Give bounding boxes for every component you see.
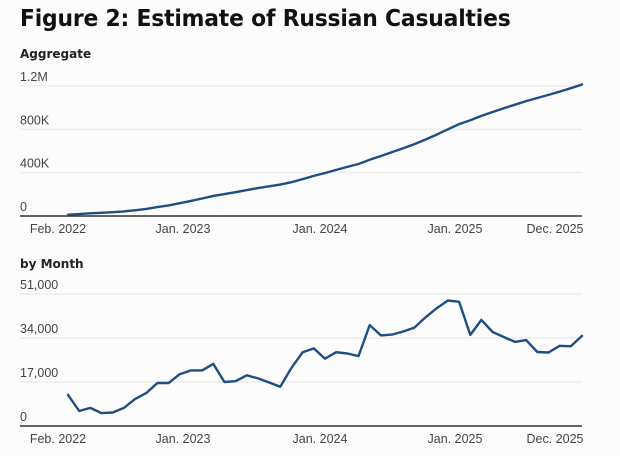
monthly-xtick-label: Dec. 2025 — [527, 432, 584, 446]
figure-title: Figure 2: Estimate of Russian Casualties — [20, 4, 511, 32]
aggregate-ytick-label: 800K — [20, 113, 50, 127]
monthly-xtick-label: Jan. 2025 — [428, 432, 483, 446]
aggregate-ytick-label: 1.2M — [20, 70, 48, 84]
aggregate-xtick-label: Feb. 2022 — [30, 222, 86, 236]
aggregate-series-line — [66, 83, 584, 216]
monthly-ytick-label: 34,000 — [20, 322, 58, 336]
aggregate-ytick-label: 0 — [20, 200, 27, 214]
aggregate-ytick-label: 400K — [20, 157, 50, 171]
monthly-ytick-label: 0 — [20, 410, 27, 424]
aggregate-xtick-label: Jan. 2023 — [156, 222, 211, 236]
monthly-xtick-label: Jan. 2023 — [156, 432, 211, 446]
monthly-ytick-label: 51,000 — [20, 278, 58, 292]
aggregate-xtick-label: Jan. 2024 — [293, 222, 348, 236]
monthly-series-line — [66, 299, 584, 415]
monthly-xtick-label: Feb. 2022 — [30, 432, 86, 446]
monthly-ytick-label: 17,000 — [20, 366, 58, 380]
monthly-xtick-label: Jan. 2024 — [293, 432, 348, 446]
monthly-chart-title: by Month — [20, 257, 84, 271]
aggregate-xtick-label: Jan. 2025 — [428, 222, 483, 236]
aggregate-chart-title: Aggregate — [20, 47, 92, 61]
aggregate-xtick-label: Dec. 2025 — [527, 222, 584, 236]
